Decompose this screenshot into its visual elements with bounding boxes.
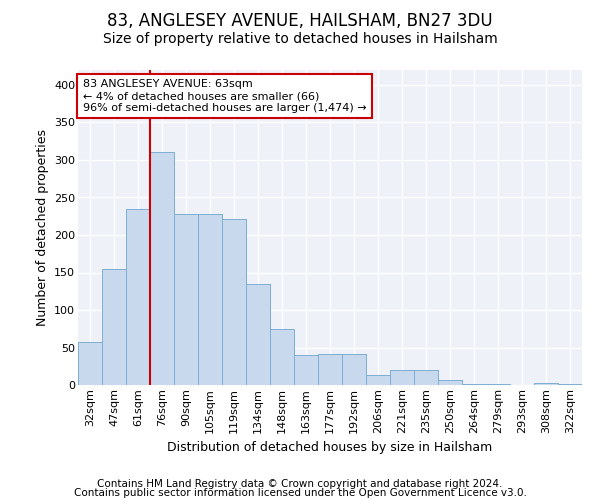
Bar (486, 384, 510, 385)
Bar (270, 329, 294, 385)
Bar (78, 342, 102, 385)
Bar (174, 214, 198, 385)
Bar (366, 374, 390, 385)
Text: 83, ANGLESEY AVENUE, HAILSHAM, BN27 3DU: 83, ANGLESEY AVENUE, HAILSHAM, BN27 3DU (107, 12, 493, 30)
Bar (150, 152, 174, 385)
X-axis label: Distribution of detached houses by size in Hailsham: Distribution of detached houses by size … (167, 441, 493, 454)
Bar (390, 370, 414, 385)
Bar (414, 370, 438, 385)
Bar (558, 384, 582, 385)
Bar (102, 269, 126, 385)
Bar (246, 284, 270, 385)
Text: Size of property relative to detached houses in Hailsham: Size of property relative to detached ho… (103, 32, 497, 46)
Text: Contains public sector information licensed under the Open Government Licence v3: Contains public sector information licen… (74, 488, 526, 498)
Bar (318, 354, 342, 385)
Bar (438, 380, 462, 385)
Y-axis label: Number of detached properties: Number of detached properties (35, 129, 49, 326)
Bar (342, 354, 366, 385)
Bar (198, 214, 222, 385)
Bar (222, 219, 246, 385)
Bar (126, 209, 150, 385)
Text: 83 ANGLESEY AVENUE: 63sqm
← 4% of detached houses are smaller (66)
96% of semi-d: 83 ANGLESEY AVENUE: 63sqm ← 4% of detach… (83, 80, 367, 112)
Text: Contains HM Land Registry data © Crown copyright and database right 2024.: Contains HM Land Registry data © Crown c… (97, 479, 503, 489)
Bar (294, 355, 318, 385)
Bar (534, 383, 558, 385)
Bar (462, 384, 486, 385)
